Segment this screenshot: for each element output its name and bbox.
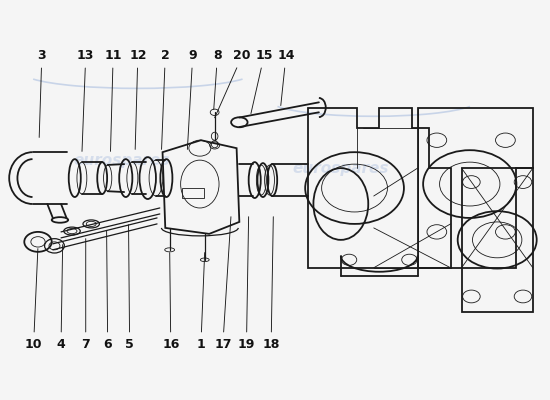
- Bar: [461, 168, 533, 312]
- Text: 13: 13: [77, 50, 95, 151]
- Text: 10: 10: [25, 249, 42, 350]
- Text: 2: 2: [161, 50, 169, 149]
- Text: 7: 7: [81, 239, 90, 350]
- Text: 20: 20: [214, 50, 251, 118]
- Text: 1: 1: [196, 253, 205, 350]
- Text: 14: 14: [277, 50, 295, 106]
- Text: 8: 8: [213, 50, 222, 110]
- Text: 11: 11: [104, 50, 122, 151]
- Text: eurospares: eurospares: [73, 153, 169, 168]
- Text: 18: 18: [262, 217, 280, 350]
- Bar: [182, 188, 204, 198]
- Text: 9: 9: [188, 50, 197, 149]
- Text: 19: 19: [238, 217, 255, 350]
- Text: 12: 12: [129, 50, 147, 149]
- Text: 16: 16: [162, 253, 179, 350]
- Text: 3: 3: [37, 50, 46, 138]
- Text: 5: 5: [125, 225, 134, 350]
- Text: eurospares: eurospares: [293, 161, 389, 176]
- Text: 15: 15: [251, 50, 273, 114]
- Text: 4: 4: [57, 245, 65, 350]
- Text: 6: 6: [103, 231, 112, 350]
- Text: 17: 17: [214, 217, 232, 350]
